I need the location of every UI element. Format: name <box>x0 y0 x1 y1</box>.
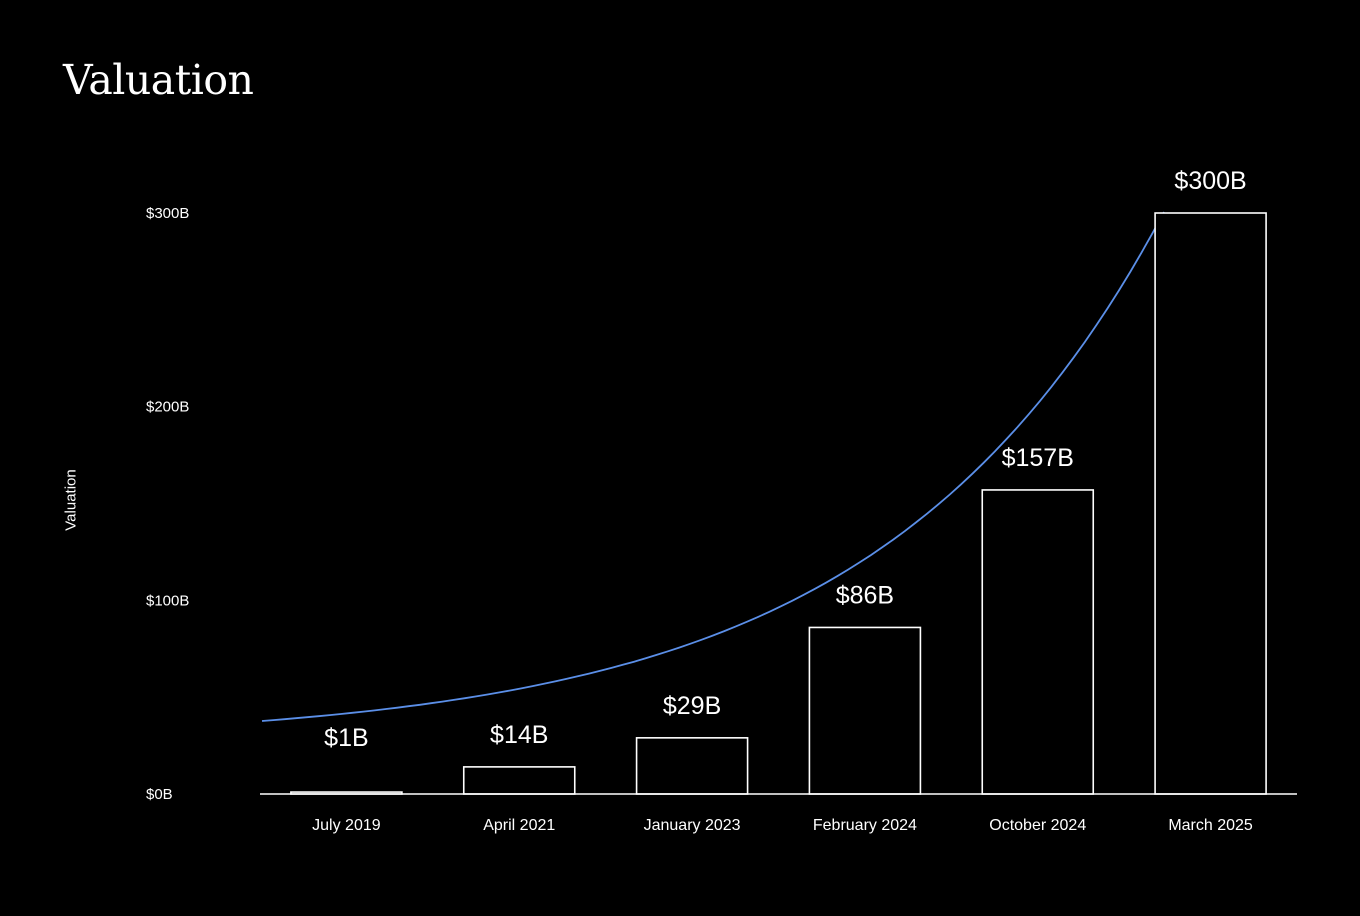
bar <box>635 737 749 795</box>
x-tick-label: July 2019 <box>312 817 381 834</box>
bar <box>808 626 922 795</box>
x-tick-label: January 2023 <box>644 817 741 834</box>
x-tick-label: February 2024 <box>813 817 917 834</box>
data-labels: $1B $14B $29B $86B $157B $300B <box>324 167 1247 752</box>
bar-data-label: $1B <box>324 724 368 752</box>
bar-data-label: $14B <box>490 721 548 749</box>
bar <box>981 489 1095 795</box>
chart-title: Valuation <box>63 56 254 104</box>
trend-line <box>261 211 1165 722</box>
bar <box>1154 212 1267 795</box>
y-tick-label: $100B <box>146 592 189 609</box>
bar-data-label: $300B <box>1174 167 1246 195</box>
x-tick-label: April 2021 <box>483 817 555 834</box>
y-tick-label: $300B <box>146 205 189 222</box>
bar-data-label: $157B <box>1002 444 1074 472</box>
y-tick-label: $200B <box>146 399 189 416</box>
bar-data-label: $29B <box>663 692 721 720</box>
x-tick-label: October 2024 <box>989 817 1086 834</box>
bar-data-label: $86B <box>836 581 894 609</box>
y-tick-label: $0B <box>146 786 173 803</box>
bars <box>290 212 1267 795</box>
bar <box>462 766 576 795</box>
y-ticks: $0B $100B $200B $300B <box>146 205 189 803</box>
x-tick-label: March 2025 <box>1168 817 1253 834</box>
category-labels: July 2019 April 2021 January 2023 February … <box>312 817 1253 834</box>
